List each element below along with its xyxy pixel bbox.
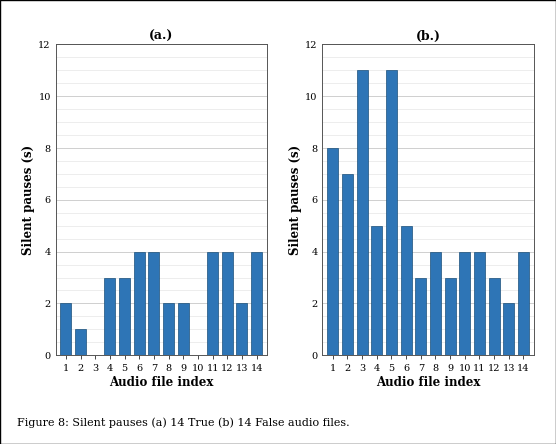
Y-axis label: Silent pauses (s): Silent pauses (s) [22, 145, 36, 255]
Bar [445, 278, 455, 355]
Bar [430, 252, 441, 355]
Bar [119, 278, 130, 355]
Bar [178, 303, 188, 355]
Title: (a.): (a.) [149, 30, 173, 43]
Text: Figure 8: Silent pauses (a) 14 True (b) 14 False audio files.: Figure 8: Silent pauses (a) 14 True (b) … [17, 417, 349, 428]
Bar [105, 278, 116, 355]
Bar [356, 70, 368, 355]
Bar [251, 252, 262, 355]
Bar [386, 70, 397, 355]
Bar [163, 303, 174, 355]
Bar [401, 226, 411, 355]
Bar [518, 252, 529, 355]
Bar [415, 278, 426, 355]
Bar [75, 329, 86, 355]
X-axis label: Audio file index: Audio file index [109, 376, 214, 389]
Bar [61, 303, 71, 355]
Bar [148, 252, 160, 355]
Bar [342, 174, 353, 355]
Bar [459, 252, 470, 355]
X-axis label: Audio file index: Audio file index [376, 376, 480, 389]
Bar [474, 252, 485, 355]
Bar [134, 252, 145, 355]
Bar [222, 252, 233, 355]
Bar [236, 303, 247, 355]
Bar [207, 252, 218, 355]
Bar [489, 278, 500, 355]
Bar [327, 148, 338, 355]
Y-axis label: Silent pauses (s): Silent pauses (s) [289, 145, 302, 255]
Title: (b.): (b.) [416, 30, 440, 43]
Bar [371, 226, 383, 355]
Bar [503, 303, 514, 355]
